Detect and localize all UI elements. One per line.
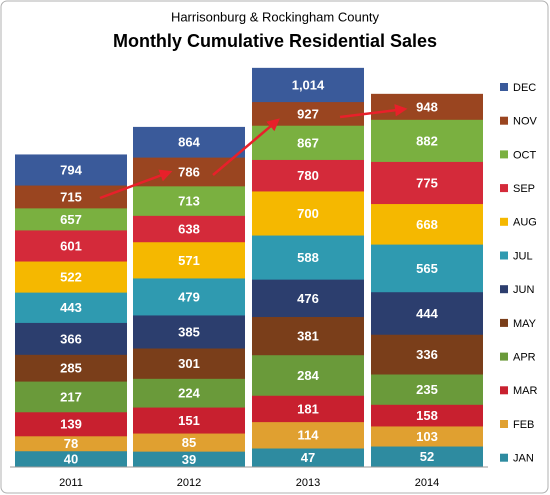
legend-swatch	[500, 184, 508, 193]
arrow	[339, 104, 408, 119]
legend-swatch	[500, 116, 508, 125]
value-label: 47	[301, 450, 315, 465]
legend-swatch	[500, 251, 508, 260]
x-tick-label: 2011	[59, 477, 83, 489]
legend-swatch	[500, 83, 508, 91]
value-label: 668	[416, 217, 438, 232]
value-label: 948	[416, 99, 438, 114]
legend-swatch	[500, 386, 508, 395]
value-label: 601	[60, 238, 82, 253]
legend-label: DEC	[513, 82, 536, 94]
value-label: 158	[416, 408, 438, 423]
x-tick-label: 2014	[415, 477, 439, 489]
value-label: 139	[60, 417, 82, 432]
legend-swatch	[500, 352, 508, 361]
value-label: 381	[297, 329, 319, 344]
chart-title: Monthly Cumulative Residential Sales	[113, 31, 437, 51]
value-label: 301	[178, 356, 200, 371]
value-label: 103	[416, 429, 438, 444]
value-label: 235	[416, 382, 438, 397]
legend-label: MAR	[513, 385, 538, 397]
value-label: 1,014	[292, 77, 325, 92]
value-label: 284	[297, 368, 319, 383]
value-label: 40	[64, 452, 78, 467]
legend-swatch	[500, 420, 508, 428]
value-label: 285	[60, 361, 82, 376]
legend-label: MAY	[513, 318, 537, 330]
value-label: 700	[297, 206, 319, 221]
legend-label: FEB	[513, 419, 534, 431]
value-label: 571	[178, 253, 200, 268]
legend: JAN FEB MAR APR MAY JUN JUL AUG SEP OCT NOV DEC	[500, 82, 538, 465]
value-label: 867	[297, 135, 319, 150]
legend-label: JUL	[513, 250, 533, 262]
value-label: 588	[297, 250, 319, 265]
arrow	[212, 118, 280, 176]
legend-label: JAN	[513, 453, 534, 465]
value-label: 638	[178, 221, 200, 236]
value-label: 443	[60, 300, 82, 315]
value-label: 114	[298, 428, 320, 443]
plot: 40 39 47 52 78 85 114 103 139 151 181 158 217 224 284 2…	[10, 67, 488, 489]
legend-swatch	[500, 150, 508, 159]
bar	[252, 448, 364, 467]
value-label: 366	[60, 331, 82, 346]
legend-swatch	[500, 318, 508, 327]
legend-label: SEP	[513, 183, 535, 195]
legend-label: AUG	[513, 217, 537, 229]
value-label: 85	[182, 435, 196, 450]
value-label: 336	[416, 347, 438, 362]
value-label: 715	[60, 189, 82, 204]
legend-swatch	[500, 217, 508, 226]
value-label: 385	[178, 324, 200, 339]
x-tick-label: 2013	[296, 477, 320, 489]
value-label: 217	[60, 389, 82, 404]
value-label: 181	[297, 401, 319, 416]
value-label: 927	[297, 106, 319, 121]
value-label: 794	[60, 162, 82, 177]
legend-swatch	[500, 285, 508, 294]
value-label: 224	[178, 386, 200, 401]
value-label: 657	[60, 212, 82, 227]
chart-subtitle: Harrisonburg & Rockingham County	[171, 9, 380, 24]
legend-label: OCT	[513, 149, 537, 161]
value-label: 882	[416, 133, 438, 148]
value-label: 786	[178, 164, 200, 179]
annotation-arrows	[99, 104, 408, 200]
value-label: 476	[297, 291, 319, 306]
bar	[133, 451, 245, 467]
value-label: 151	[178, 413, 200, 428]
value-label: 78	[64, 436, 78, 451]
value-label: 780	[297, 168, 319, 183]
value-label: 775	[416, 175, 438, 190]
value-label: 864	[178, 135, 200, 150]
value-label: 565	[416, 261, 438, 276]
value-label: 522	[60, 270, 82, 285]
value-label: 713	[178, 194, 200, 209]
value-label: 444	[416, 306, 438, 321]
legend-swatch	[500, 453, 508, 462]
legend-label: APR	[513, 352, 536, 364]
bar	[371, 446, 483, 467]
bar	[15, 451, 127, 467]
value-label: 39	[182, 452, 196, 467]
legend-label: JUN	[513, 284, 534, 296]
legend-label: NOV	[513, 116, 538, 128]
value-label: 479	[178, 289, 200, 304]
arrow	[99, 169, 173, 200]
x-tick-label: 2012	[177, 477, 201, 489]
value-label: 52	[420, 449, 434, 464]
